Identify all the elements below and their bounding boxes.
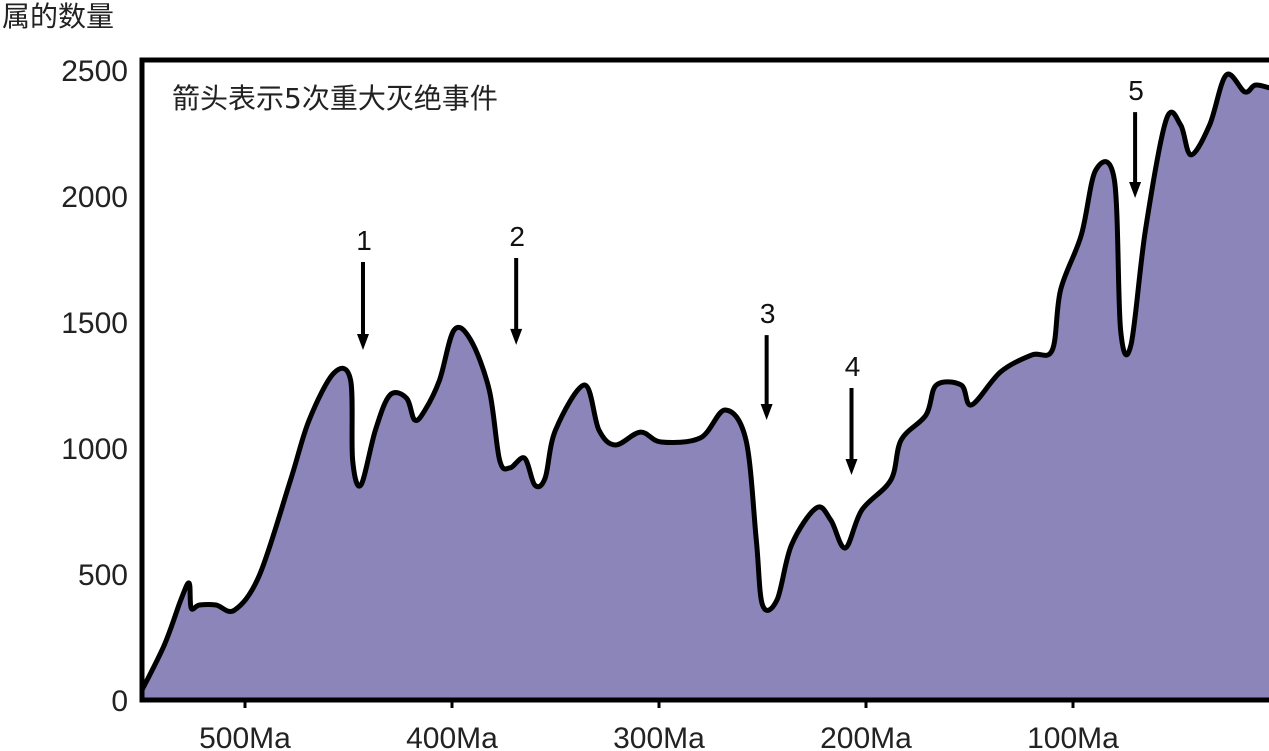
arrow-head-icon — [1129, 182, 1142, 199]
arrow-head-icon — [845, 458, 858, 475]
x-tick-label: 300Ma — [613, 722, 705, 751]
y-tick-label: 1000 — [61, 433, 128, 466]
arrow-head-icon — [510, 328, 523, 345]
y-axis-label: 属的数量 — [2, 0, 114, 33]
series-line — [142, 71, 1269, 696]
annotation-text: 箭头表示5次重大灭绝事件 — [172, 82, 498, 115]
y-tick-label: 1500 — [61, 307, 128, 340]
extinction-event-label: 1 — [356, 225, 372, 256]
y-tick-label: 2500 — [61, 55, 128, 88]
extinction-event-label: 5 — [1128, 75, 1144, 106]
extinction-event-label: 2 — [509, 221, 525, 252]
x-tick-label: 500Ma — [199, 722, 291, 751]
area-fill — [142, 74, 1269, 700]
extinction-event-label: 3 — [760, 298, 776, 329]
arrow-head-icon — [356, 333, 369, 350]
x-tick-label: 200Ma — [820, 722, 912, 751]
plot-frame — [139, 57, 1269, 703]
y-tick-label: 500 — [78, 559, 128, 592]
extinction-event-label: 4 — [845, 351, 861, 382]
x-tick-label: 400Ma — [406, 722, 498, 751]
y-tick-label: 0 — [111, 685, 128, 718]
arrow-head-icon — [760, 404, 773, 421]
y-tick-label: 2000 — [61, 181, 128, 214]
x-tick-label: 100Ma — [1027, 722, 1119, 751]
